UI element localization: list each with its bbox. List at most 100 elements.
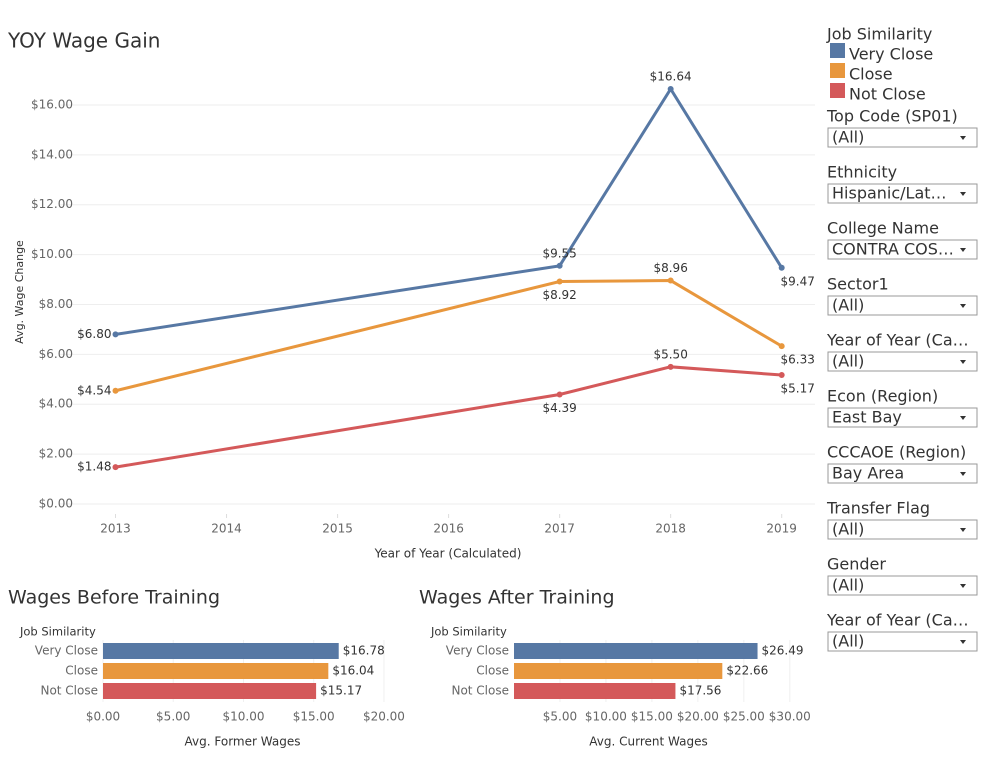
filter-dropdown[interactable] [827,631,978,652]
filter-dropdown[interactable] [827,575,978,596]
filter-dropdown[interactable] [827,407,978,428]
filter-value: Bay Area [832,464,904,483]
y-tick-label: Close [65,664,98,678]
filter-label: Top Code (SP01) [826,107,958,126]
x-tick-label: 2018 [655,522,686,536]
x-tick-label: 2014 [211,522,242,536]
data-label: $16.78 [343,644,385,658]
bar [514,643,758,659]
bar [514,683,676,699]
data-label: $16.64 [650,69,692,83]
data-label: $1.48 [77,460,111,474]
y-tick-label: $12.00 [31,197,73,211]
filter-dropdown[interactable] [827,127,978,148]
bar [103,683,317,699]
category-header: Job Similarity [19,625,96,639]
data-label: $15.17 [320,684,362,698]
legend-swatch [830,63,845,78]
dropdown-arrow [960,360,966,364]
chart-title: YOY Wage Gain [7,29,160,53]
x-tick-label: 2019 [766,522,797,536]
filter-label: Sector1 [827,275,889,294]
filter-label: Gender [827,555,886,574]
y-axis-label: Avg. Wage Change [13,240,26,344]
y-tick-label: $8.00 [39,297,73,311]
x-tick-label: $15.00 [631,710,673,724]
y-tick-label: Not Close [451,684,509,698]
data-label: $16.04 [332,664,374,678]
y-tick-label: $6.00 [39,347,73,361]
filter-value: (All) [832,128,864,147]
filter-value: (All) [832,632,864,651]
data-label: $6.80 [77,327,111,341]
filter-dropdown[interactable] [827,239,978,260]
y-tick-label: Very Close [35,644,98,658]
x-tick-label: 2017 [544,522,575,536]
filter-value: (All) [832,352,864,371]
x-tick-label: $20.00 [363,710,405,724]
y-tick-label: $14.00 [31,147,73,161]
chart-title: Wages Before Training [8,587,220,609]
dropdown-arrow [960,640,966,644]
data-label: $5.17 [781,382,815,396]
legend-swatch [830,43,845,58]
y-tick-label: Not Close [40,684,98,698]
data-label: $4.39 [542,401,576,415]
line [115,279,783,393]
x-tick-label: $10.00 [222,710,264,724]
legend-title: Job Similarity [826,25,932,44]
dropdown-arrow [960,528,966,532]
point [556,278,563,285]
filter-label: CCCAOE (Region) [827,443,966,462]
line [115,365,782,469]
filter-dropdown[interactable] [827,463,978,484]
filter-dropdown[interactable] [827,351,978,372]
filter-value: (All) [832,296,864,315]
filter-value: (All) [832,576,864,595]
data-label: $5.50 [653,347,687,361]
data-label: $17.56 [679,684,721,698]
filter-dropdown[interactable] [827,183,978,204]
x-tick-label: $15.00 [293,710,335,724]
bar [103,663,329,679]
data-label: $9.55 [542,246,576,260]
y-tick-label: Very Close [446,644,509,658]
x-tick-label: $5.00 [156,710,190,724]
dropdown-arrow [960,136,966,140]
x-tick-label: $20.00 [677,710,719,724]
dropdown-arrow [960,472,966,476]
point [556,391,563,398]
point [778,343,785,350]
x-tick-label: 2015 [322,522,353,536]
data-label: $9.47 [781,274,815,288]
filter-value: (All) [832,520,864,539]
filter-dropdown[interactable] [827,295,978,316]
filter-value: Hispanic/Lat… [832,184,947,203]
x-tick-label: 2016 [433,522,464,536]
point [556,262,563,269]
x-axis-label: Avg. Former Wages [185,735,301,749]
data-label: $8.96 [653,261,687,275]
point [667,363,674,370]
bar [514,663,723,679]
filter-label: Ethnicity [827,163,897,182]
bar [103,643,339,659]
dropdown-arrow [960,192,966,196]
x-axis-label: Year of Year (Calculated) [374,547,522,561]
filter-dropdown[interactable] [827,519,978,540]
legend-label: Very Close [849,45,933,64]
point [112,464,119,471]
data-label: $26.49 [762,644,804,658]
x-tick-label: $30.00 [769,710,811,724]
x-axis-label: Avg. Current Wages [589,735,707,749]
data-label: $8.92 [542,288,576,302]
filter-value: CONTRA COS… [832,240,954,259]
x-tick-label: 2013 [100,522,131,536]
filter-label: Year of Year (Ca… [826,331,969,350]
point [112,387,119,394]
dropdown-arrow [960,248,966,252]
data-label: $22.66 [726,664,768,678]
filter-label: College Name [827,219,939,238]
legend-label: Not Close [849,85,926,104]
